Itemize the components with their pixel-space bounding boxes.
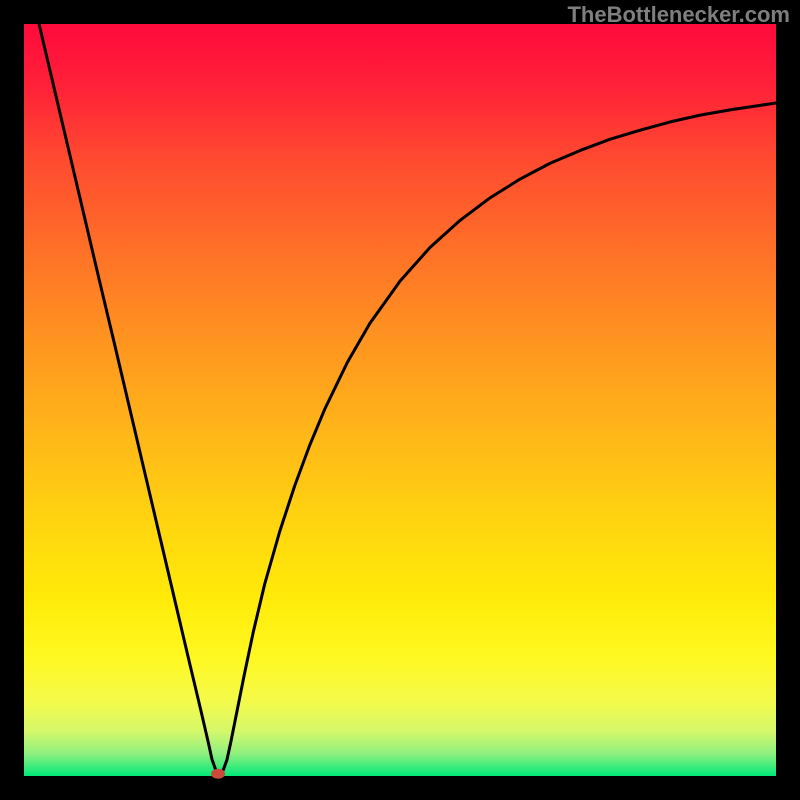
plot-background: [24, 24, 776, 776]
optimum-marker: [211, 769, 225, 779]
watermark-text: TheBottlenecker.com: [567, 2, 790, 28]
chart-canvas: TheBottlenecker.com: [0, 0, 800, 800]
bottleneck-chart-svg: [0, 0, 800, 800]
